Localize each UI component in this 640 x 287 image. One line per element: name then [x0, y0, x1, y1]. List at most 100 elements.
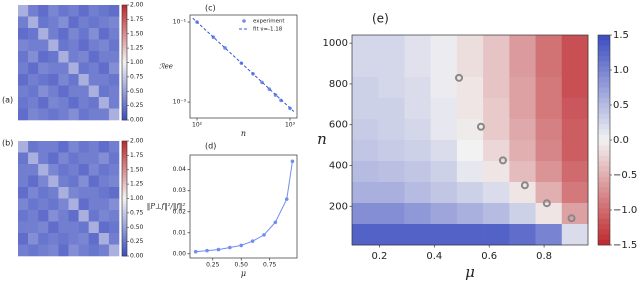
heatmap-cell — [58, 39, 69, 52]
plot-frame — [189, 14, 298, 119]
heatmap-cell — [561, 182, 589, 204]
heatmap-cell — [18, 198, 29, 211]
plot-frame — [351, 34, 589, 246]
colorbar-step — [598, 176, 610, 183]
colorbar-step — [122, 74, 127, 78]
heatmap-cell — [18, 108, 29, 121]
heatmap-cell — [78, 39, 89, 52]
colorbar-step — [122, 5, 127, 9]
heatmap-cell — [98, 175, 110, 188]
y-tick-label: 10⁻¹ — [173, 19, 187, 26]
heatmap-cell — [352, 77, 379, 99]
heatmap-cell — [58, 74, 69, 86]
heatmap-cell — [18, 28, 29, 40]
heatmap-cell — [561, 98, 589, 120]
heatmap-cell — [38, 39, 49, 52]
heatmap-cell — [108, 74, 120, 86]
colorbar-step — [122, 253, 127, 257]
heatmap-cell — [404, 98, 431, 120]
heatmap-cell — [535, 56, 563, 78]
marker — [476, 122, 485, 131]
heatmap-cell — [98, 16, 110, 29]
x-tick-label: 0.50 — [235, 262, 249, 269]
heatmap-cell — [58, 152, 69, 165]
data-point — [193, 249, 198, 254]
heatmap-cell — [58, 164, 69, 176]
heatmap-cell — [38, 28, 49, 40]
heatmap-cell — [28, 85, 39, 98]
heatmap-cell — [535, 140, 563, 162]
data-point — [250, 239, 255, 243]
heatmap-cell — [483, 224, 510, 246]
heatmap-cell — [78, 198, 89, 211]
y-tick-label: 1000 — [323, 38, 348, 49]
heatmap-cell — [38, 5, 49, 17]
heatmap-cell — [88, 74, 100, 86]
heatmap-cell — [48, 39, 59, 52]
heatmap-cell — [108, 221, 120, 234]
y-tick-label: 600 — [329, 120, 348, 131]
colorbar-step — [122, 42, 127, 46]
marker — [567, 214, 576, 223]
colorbar-step — [598, 150, 610, 157]
colorbar-step — [122, 172, 127, 176]
colorbar-step — [598, 208, 610, 214]
heatmap-cell — [98, 210, 110, 222]
heatmap-cell — [58, 221, 69, 234]
heatmap-cell — [108, 233, 120, 245]
heatmap-cell — [404, 56, 431, 78]
heatmap-cell — [430, 203, 458, 225]
colorbar-tick-label: 0.75 — [130, 209, 144, 216]
heatmap-cell — [456, 182, 484, 204]
colorbar-step — [122, 169, 127, 173]
heatmap-cell — [18, 164, 29, 176]
heatmap-cell — [78, 97, 89, 109]
colorbar-step — [598, 82, 610, 88]
marker — [498, 156, 507, 165]
heatmap-cell — [38, 233, 49, 245]
colorbar-step — [122, 152, 127, 156]
series-line — [192, 17, 295, 112]
x-axis-label: μ — [465, 263, 475, 281]
colorbar-step — [598, 66, 610, 73]
colorbar-step — [122, 149, 127, 153]
heatmap-cell — [108, 198, 120, 211]
colorbar-step — [122, 68, 127, 72]
heatmap-cell — [78, 244, 89, 257]
heatmap-cell — [78, 108, 89, 121]
heatmap-cell — [58, 97, 69, 109]
colorbar-step — [122, 158, 127, 162]
heatmap-cell — [430, 182, 458, 204]
heatmap-cell — [28, 28, 39, 40]
heatmap-cell — [404, 161, 431, 183]
heatmap-cell — [509, 224, 536, 246]
heatmap-cell — [28, 244, 39, 257]
heatmap-cell — [18, 221, 29, 234]
heatmap-cell — [28, 51, 39, 63]
heatmap-cell — [18, 62, 29, 75]
heatmap-cell — [108, 85, 120, 98]
heatmap-cell — [456, 224, 484, 246]
colorbar-tick-label: −0.5 — [613, 170, 637, 181]
colorbar-tick-label: −1.5 — [613, 240, 637, 251]
heatmap-cell — [38, 175, 49, 188]
colorbar-step — [122, 13, 127, 17]
colorbar-step — [122, 247, 127, 251]
heatmap-cell — [352, 119, 379, 141]
colorbar-step — [598, 192, 610, 199]
colorbar-step — [598, 108, 610, 115]
colorbar-step — [598, 40, 610, 46]
heatmap-cell — [430, 98, 458, 120]
data-point — [262, 233, 266, 237]
heatmap-cell — [58, 16, 69, 29]
colorbar-step — [122, 108, 127, 112]
heatmap-cell — [98, 198, 110, 211]
heatmap-cell — [78, 62, 89, 75]
heatmap-cell — [352, 140, 379, 162]
heatmap-cell — [88, 198, 100, 211]
colorbar-step — [122, 91, 127, 95]
y-tick-label: 0.02 — [173, 208, 187, 215]
colorbar-step — [122, 10, 127, 14]
heatmap-cell — [509, 203, 536, 225]
heatmap-cell — [483, 56, 510, 78]
